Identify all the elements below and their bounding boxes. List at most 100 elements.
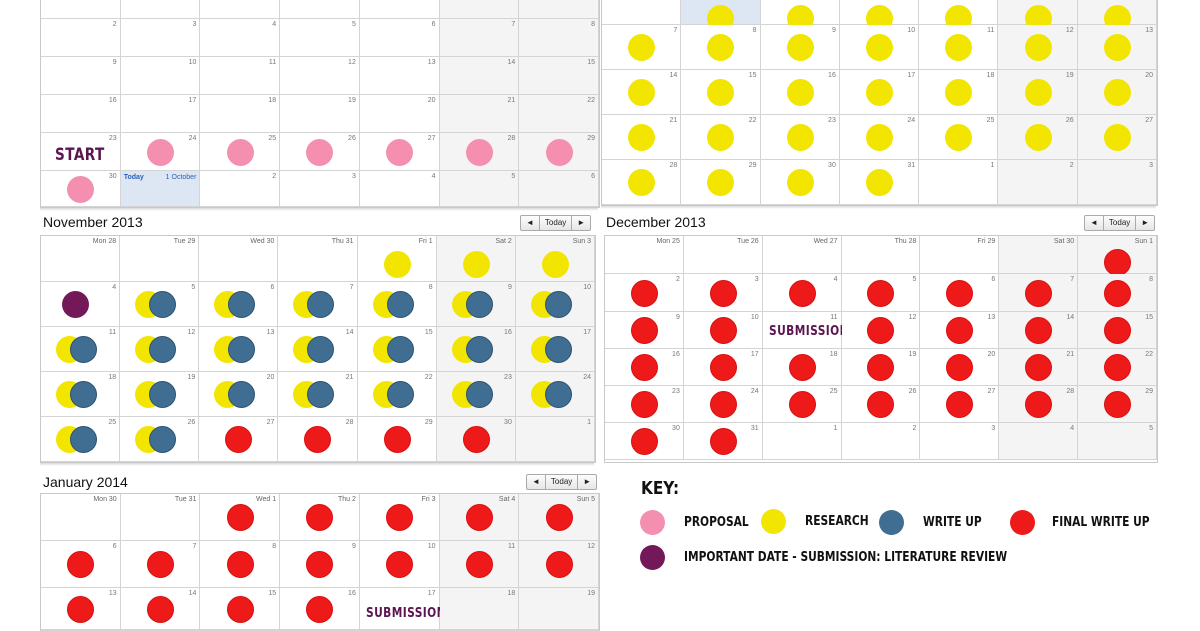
day-cell[interactable]: 8: [357, 282, 437, 327]
day-cell[interactable]: 5: [439, 171, 520, 207]
day-cell[interactable]: 6: [41, 541, 121, 588]
day-cell[interactable]: 24: [683, 386, 763, 423]
day-cell[interactable]: 2: [841, 423, 921, 460]
day-cell[interactable]: 8: [519, 19, 599, 57]
day-cell[interactable]: 18: [200, 95, 281, 133]
day-cell[interactable]: 15: [681, 70, 761, 115]
day-cell[interactable]: 4: [41, 282, 121, 327]
day-cell[interactable]: [760, 0, 840, 32]
day-cell[interactable]: 22: [519, 95, 599, 133]
day-cell[interactable]: 28: [999, 386, 1079, 423]
day-cell[interactable]: 9: [41, 57, 121, 95]
day-cell[interactable]: 14: [602, 70, 682, 115]
day-cell[interactable]: 10: [683, 312, 763, 349]
day-cell[interactable]: Sat 2: [436, 236, 516, 282]
day-cell[interactable]: 22: [1078, 349, 1157, 386]
day-cell[interactable]: 23: [605, 386, 684, 423]
day-cell[interactable]: 16: [605, 349, 684, 386]
day-cell[interactable]: 12: [841, 312, 921, 349]
today-button[interactable]: Today: [550, 477, 573, 486]
day-cell[interactable]: 6: [519, 171, 599, 207]
day-cell[interactable]: 25: [200, 133, 281, 171]
day-cell[interactable]: [681, 0, 761, 32]
day-cell[interactable]: 6: [199, 282, 279, 327]
day-cell[interactable]: 27: [199, 417, 279, 462]
today-button[interactable]: Today: [544, 218, 567, 227]
day-cell[interactable]: 9: [280, 541, 360, 588]
day-cell[interactable]: 15: [1078, 312, 1157, 349]
day-cell[interactable]: 29: [519, 133, 599, 171]
day-cell[interactable]: 2: [605, 274, 684, 312]
today-cell[interactable]: Today 1 October: [120, 171, 201, 207]
day-cell[interactable]: [839, 0, 920, 32]
day-cell[interactable]: 2: [41, 19, 121, 57]
day-cell[interactable]: 12: [998, 25, 1078, 70]
day-cell[interactable]: Sun 1: [1078, 236, 1157, 276]
day-cell[interactable]: 28: [602, 160, 682, 205]
day-cell[interactable]: 18: [41, 372, 121, 417]
day-cell[interactable]: 20: [920, 349, 1000, 386]
day-cell[interactable]: 28: [439, 133, 520, 171]
day-cell[interactable]: 22: [357, 372, 437, 417]
day-cell[interactable]: 27: [359, 133, 440, 171]
day-cell[interactable]: 19: [841, 349, 921, 386]
today-button[interactable]: Today: [1108, 218, 1131, 227]
day-cell[interactable]: 10: [120, 57, 201, 95]
day-cell[interactable]: 1: [762, 423, 842, 460]
day-cell[interactable]: 16: [280, 588, 360, 630]
day-cell[interactable]: 22: [681, 115, 761, 160]
day-cell[interactable]: 26: [280, 133, 360, 171]
day-cell[interactable]: Fri 1: [357, 236, 437, 282]
day-cell[interactable]: 21: [278, 372, 358, 417]
day-cell[interactable]: [919, 0, 999, 32]
day-cell[interactable]: 21: [999, 349, 1079, 386]
day-cell[interactable]: 24: [515, 372, 595, 417]
day-cell[interactable]: 16: [436, 327, 516, 372]
next-button[interactable]: ►: [577, 218, 586, 227]
day-cell[interactable]: 6: [359, 19, 440, 57]
day-cell[interactable]: 6: [920, 274, 1000, 312]
next-button[interactable]: ►: [1141, 218, 1150, 227]
prev-button[interactable]: ◄: [532, 477, 540, 486]
day-cell[interactable]: Tue 29: [120, 236, 200, 282]
day-cell[interactable]: 21: [439, 95, 520, 133]
day-cell[interactable]: 18: [439, 588, 520, 630]
day-cell[interactable]: 1: [515, 417, 595, 462]
day-cell[interactable]: 31: [683, 423, 763, 460]
day-cell[interactable]: 19: [998, 70, 1078, 115]
day-cell[interactable]: 17: [839, 70, 920, 115]
day-cell[interactable]: 13: [199, 327, 279, 372]
day-cell[interactable]: 29: [1078, 386, 1157, 423]
day-cell[interactable]: 4: [762, 274, 842, 312]
day-cell[interactable]: Sat 4: [439, 494, 520, 541]
day-cell[interactable]: [359, 0, 440, 19]
day-cell[interactable]: Thu 31: [278, 236, 358, 282]
day-cell[interactable]: 30: [760, 160, 840, 205]
day-cell[interactable]: 16: [41, 95, 121, 133]
day-cell[interactable]: Sat 30: [999, 236, 1079, 274]
day-cell[interactable]: 8: [200, 541, 281, 588]
day-cell[interactable]: 11: [439, 541, 520, 588]
day-cell[interactable]: [519, 0, 599, 19]
day-cell[interactable]: 25: [762, 386, 842, 423]
day-cell[interactable]: 27: [920, 386, 1000, 423]
day-cell[interactable]: 17: [515, 327, 595, 372]
day-cell[interactable]: 11: [41, 327, 121, 372]
day-cell[interactable]: Sun 5: [519, 494, 599, 541]
day-cell[interactable]: 30: [41, 171, 121, 207]
day-cell[interactable]: 7: [999, 274, 1079, 312]
day-cell[interactable]: [120, 0, 201, 19]
day-cell[interactable]: 5: [1078, 423, 1157, 460]
day-cell[interactable]: 11: [200, 57, 281, 95]
day-cell[interactable]: 12: [280, 57, 360, 95]
day-cell[interactable]: 19: [519, 588, 599, 630]
day-cell[interactable]: 10: [359, 541, 440, 588]
day-cell[interactable]: 7: [120, 541, 201, 588]
day-cell[interactable]: 31: [839, 160, 920, 205]
day-cell[interactable]: 17 SUBMISSION: [359, 588, 445, 630]
day-cell[interactable]: 12: [120, 327, 200, 372]
day-cell[interactable]: 30: [436, 417, 516, 462]
day-cell[interactable]: 13: [41, 588, 121, 630]
next-button[interactable]: ►: [583, 477, 592, 486]
day-cell[interactable]: 7: [602, 25, 682, 70]
